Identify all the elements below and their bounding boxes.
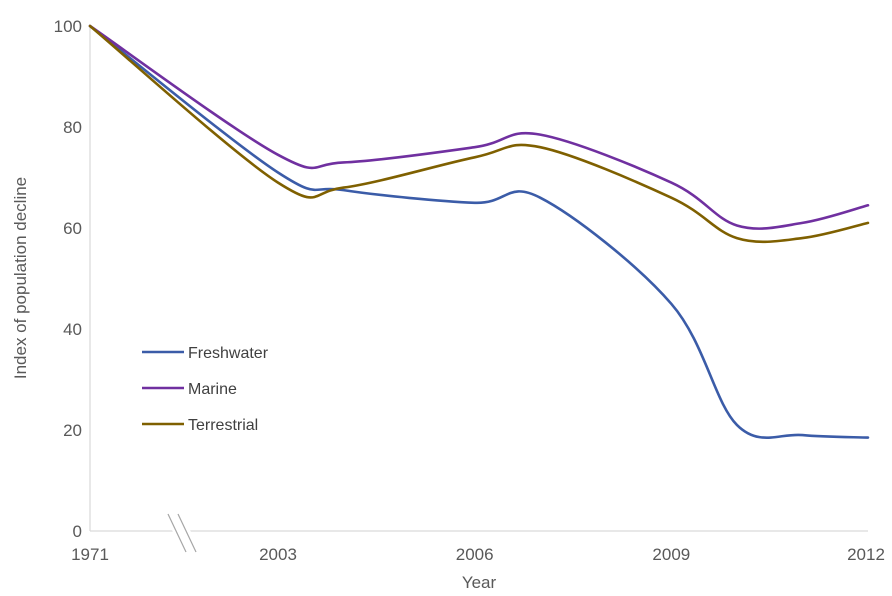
y-tick-label: 80 <box>63 118 82 137</box>
series-line-freshwater <box>88 24 870 439</box>
x-tick-label: 1971 <box>71 545 109 564</box>
legend-label-marine: Marine <box>188 381 237 398</box>
x-axis-title: Year <box>462 573 497 592</box>
x-tick-label: 2009 <box>652 545 690 564</box>
y-tick-label: 20 <box>63 421 82 440</box>
legend: Freshwater Marine Terrestrial <box>142 345 269 434</box>
series-lines <box>88 24 870 439</box>
axis-break-icon <box>165 510 199 554</box>
y-tick-label: 100 <box>54 17 82 36</box>
y-axis-title: Index of population decline <box>11 177 30 379</box>
legend-label-terrestrial: Terrestrial <box>188 417 258 434</box>
series-line-terrestrial <box>88 24 870 244</box>
series-line-marine <box>88 24 870 230</box>
x-tick-label: 2006 <box>456 545 494 564</box>
y-tick-label: 0 <box>73 522 82 541</box>
x-tick-label: 2012 <box>847 545 885 564</box>
y-tick-label: 40 <box>63 320 82 339</box>
x-tick-label: 2003 <box>259 545 297 564</box>
legend-label-freshwater: Freshwater <box>188 345 269 362</box>
y-tick-label: 60 <box>63 219 82 238</box>
y-tick-labels: 0 20 40 60 80 100 <box>54 17 82 541</box>
x-tick-labels: 1971 2003 2006 2009 2012 <box>71 545 885 564</box>
